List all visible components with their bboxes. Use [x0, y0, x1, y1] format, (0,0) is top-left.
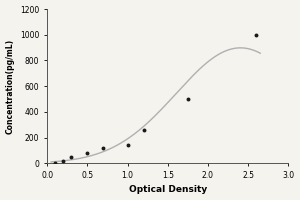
X-axis label: Optical Density: Optical Density — [129, 185, 207, 194]
Point — [101, 147, 106, 150]
Point — [125, 144, 130, 147]
Point — [61, 159, 66, 162]
Point — [185, 97, 190, 101]
Point — [69, 155, 74, 158]
Point — [53, 161, 58, 164]
Y-axis label: Concentration(pg/mL): Concentration(pg/mL) — [6, 39, 15, 134]
Point — [254, 33, 259, 36]
Point — [85, 151, 90, 155]
Point — [141, 128, 146, 131]
